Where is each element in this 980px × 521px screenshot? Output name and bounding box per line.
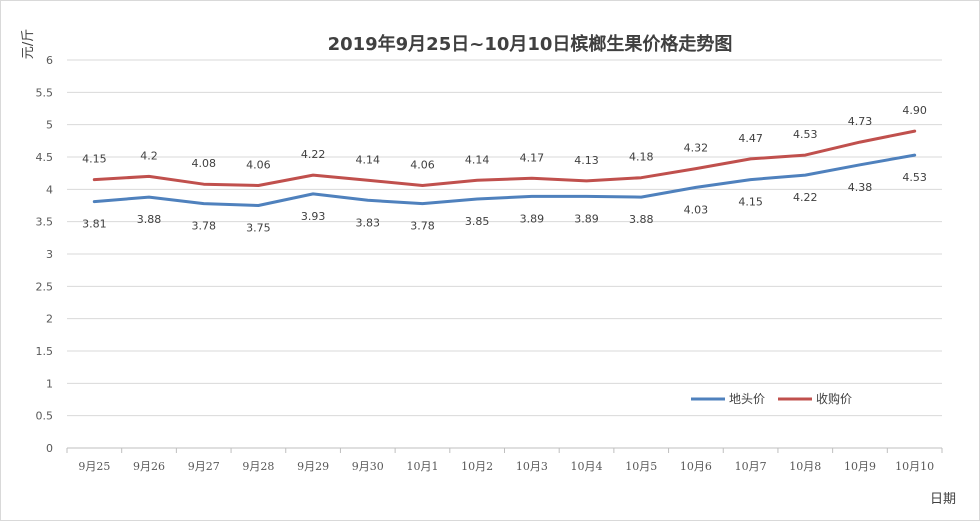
gridlines <box>67 59 942 449</box>
y-tick-label: 4.5 <box>36 151 54 164</box>
x-tick-label: 10月9 <box>844 460 876 473</box>
data-label: 4.06 <box>410 158 435 171</box>
data-label: 4.38 <box>848 181 873 194</box>
y-tick-label: 6 <box>46 54 53 67</box>
data-label: 3.78 <box>410 220 435 233</box>
x-tick-label: 10月8 <box>789 460 821 473</box>
data-labels: 3.81 3.88 3.78 3.75 3.93 3.83 3.78 3.85 3.89 3.89… <box>82 104 927 234</box>
x-tick-label: 9月30 <box>352 460 384 473</box>
data-label: 3.78 <box>191 220 216 233</box>
y-tick-label: 3 <box>46 248 53 261</box>
data-label: 4.15 <box>82 153 107 166</box>
x-axis-label: 日期 <box>930 492 956 507</box>
x-tick-label: 9月26 <box>133 460 165 473</box>
series-line-1 <box>92 129 917 187</box>
series-lines <box>92 129 917 207</box>
data-label: 3.88 <box>629 213 654 226</box>
data-label: 3.85 <box>465 215 490 228</box>
y-tick-label: 2.5 <box>36 280 54 293</box>
y-tick-label: 5.5 <box>36 86 54 99</box>
data-label: 4.32 <box>684 142 709 155</box>
data-label: 4.22 <box>793 191 818 204</box>
x-tick-label: 10月7 <box>735 460 767 473</box>
legend-label: 收购价 <box>816 391 852 406</box>
legend-label: 地头价 <box>729 392 765 406</box>
data-label: 4.17 <box>520 151 545 164</box>
data-label: 3.88 <box>137 213 162 226</box>
data-label: 4.14 <box>465 153 490 166</box>
data-label: 4.15 <box>738 196 763 209</box>
x-tick-label: 9月28 <box>242 460 274 473</box>
x-tick-label: 10月5 <box>625 460 657 473</box>
series-line-0 <box>92 153 917 207</box>
data-label: 4.90 <box>902 104 927 117</box>
y-tick-label: 4 <box>46 183 53 196</box>
data-label: 4.13 <box>574 154 599 167</box>
data-label: 4.53 <box>793 128 818 141</box>
y-tick-label: 0.5 <box>36 410 54 423</box>
data-label: 4.18 <box>629 151 654 164</box>
data-label: 4.14 <box>356 153 381 166</box>
data-label: 4.53 <box>902 171 927 184</box>
data-label: 4.06 <box>246 158 271 171</box>
data-label: 3.83 <box>356 216 381 229</box>
x-tick-label: 9月29 <box>297 460 329 473</box>
y-tick-label: 2 <box>46 313 53 326</box>
x-tick-label: 10月2 <box>461 460 493 473</box>
y-tick-label: 5 <box>46 119 53 132</box>
y-axis-ticks: 0 0.5 1 1.5 2 2.5 3 3.5 4 4.5 5 5.5 6 <box>36 54 54 455</box>
data-label: 4.2 <box>140 149 158 162</box>
x-axis-ticks: 9月25 9月26 9月27 9月28 9月29 9月30 10月1 10月2 10月3 10月4… <box>66 448 943 473</box>
y-tick-label: 0 <box>46 442 53 455</box>
x-tick-label: 10月1 <box>406 460 438 473</box>
x-tick-label: 10月3 <box>516 460 548 473</box>
data-label: 4.47 <box>738 132 763 145</box>
data-label: 3.89 <box>520 212 545 225</box>
data-label: 3.81 <box>82 218 107 231</box>
y-tick-label: 1 <box>46 377 53 390</box>
data-label: 3.89 <box>574 212 599 225</box>
data-label: 4.22 <box>301 148 326 161</box>
x-tick-label: 10月4 <box>571 460 603 473</box>
chart-title: 2019年9月25日~10月10日槟榔生果价格走势图 <box>328 33 733 55</box>
x-tick-label: 9月27 <box>188 460 220 473</box>
data-label: 3.75 <box>246 222 271 235</box>
data-label: 4.08 <box>191 157 216 170</box>
x-tick-label: 10月6 <box>680 460 712 473</box>
y-axis-label: 元/斤 <box>21 29 36 59</box>
y-tick-label: 3.5 <box>36 216 54 229</box>
x-tick-label: 10月10 <box>895 460 934 473</box>
legend: 地头价 收购价 <box>691 391 852 406</box>
data-label: 4.03 <box>684 203 709 216</box>
data-label: 3.93 <box>301 210 326 223</box>
data-label: 4.73 <box>848 115 873 128</box>
x-tick-label: 9月25 <box>78 460 110 473</box>
y-tick-label: 1.5 <box>36 345 54 358</box>
